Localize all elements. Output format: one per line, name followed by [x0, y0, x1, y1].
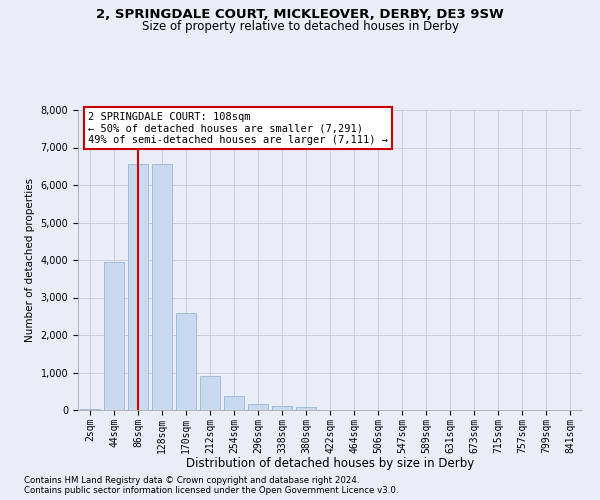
- Bar: [296, 407, 316, 410]
- Text: Distribution of detached houses by size in Derby: Distribution of detached houses by size …: [186, 458, 474, 470]
- Bar: [176, 312, 196, 410]
- Y-axis label: Number of detached properties: Number of detached properties: [25, 178, 35, 342]
- Bar: [80, 409, 100, 410]
- Bar: [272, 406, 292, 410]
- Text: Contains HM Land Registry data © Crown copyright and database right 2024.: Contains HM Land Registry data © Crown c…: [24, 476, 359, 485]
- Bar: [128, 164, 148, 410]
- Bar: [200, 376, 220, 410]
- Bar: [104, 262, 124, 410]
- Text: 2, SPRINGDALE COURT, MICKLEOVER, DERBY, DE3 9SW: 2, SPRINGDALE COURT, MICKLEOVER, DERBY, …: [96, 8, 504, 20]
- Text: 2 SPRINGDALE COURT: 108sqm
← 50% of detached houses are smaller (7,291)
49% of s: 2 SPRINGDALE COURT: 108sqm ← 50% of deta…: [88, 112, 388, 144]
- Text: Contains public sector information licensed under the Open Government Licence v3: Contains public sector information licen…: [24, 486, 398, 495]
- Bar: [248, 404, 268, 410]
- Text: Size of property relative to detached houses in Derby: Size of property relative to detached ho…: [142, 20, 458, 33]
- Bar: [224, 396, 244, 410]
- Bar: [152, 164, 172, 410]
